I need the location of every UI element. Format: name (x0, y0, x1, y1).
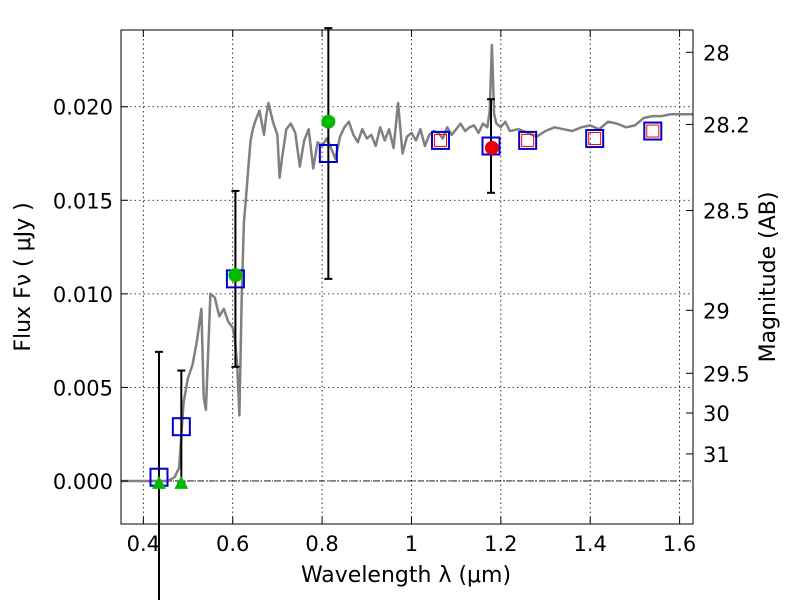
inner-square-marker (646, 124, 660, 138)
x-axis-label: Wavelength λ (μm) (301, 563, 511, 588)
inner-square-marker (434, 133, 448, 147)
mag-tick-label: 30 (703, 402, 730, 426)
square-marker (318, 144, 338, 163)
axis-ticks: 0.4 0.6 0.8 1 1.2 1.4 1.6 0.000 0.005 0.010 0.015 0… (53, 30, 750, 556)
y-tick-label: 0.015 (53, 189, 113, 213)
x-tick-label: 1.2 (484, 532, 517, 556)
circle-marker (228, 268, 243, 283)
y-tick-label: 0.010 (53, 283, 113, 307)
x-tick-label: 1.6 (663, 532, 696, 556)
x-tick-label: 0.6 (216, 532, 249, 556)
inner-square-marker (588, 132, 602, 146)
square-marker (171, 417, 191, 437)
mag-tick-label: 28 (703, 41, 730, 65)
mag-tick-label: 31 (703, 443, 730, 467)
x-tick-label: 1.4 (574, 532, 607, 556)
triangle-marker (151, 475, 166, 489)
error-bars (154, 27, 496, 600)
x-tick-label: 0.8 (305, 532, 338, 556)
spectrum-line (121, 43, 693, 483)
data-markers (149, 114, 663, 489)
circle-marker (484, 140, 499, 155)
square-marker (585, 129, 605, 149)
y-axis-label: Flux Fν ( μJy ) (11, 202, 36, 351)
y-tick-label: 0.000 (53, 470, 113, 494)
x-tick-label: 1 (405, 532, 418, 556)
square-marker (643, 121, 663, 141)
y-tick-label: 0.020 (53, 96, 113, 120)
plot-frame (120, 29, 694, 525)
inner-square-marker (521, 133, 535, 147)
mag-tick-label: 29.5 (703, 362, 750, 386)
mag-tick-label: 29 (703, 299, 730, 323)
y-tick-label: 0.005 (53, 376, 113, 400)
x-tick-label: 0.4 (127, 532, 160, 556)
circle-marker (321, 114, 336, 129)
model-spectrum (121, 43, 693, 483)
triangle-marker (174, 475, 189, 489)
mag-tick-label: 28.2 (703, 113, 750, 137)
mag-tick-label: 28.5 (703, 199, 750, 223)
square-marker (431, 130, 451, 150)
square-marker (518, 130, 538, 150)
right-axis-label: Magnitude (AB) (756, 192, 781, 363)
grid-lines (121, 30, 693, 524)
